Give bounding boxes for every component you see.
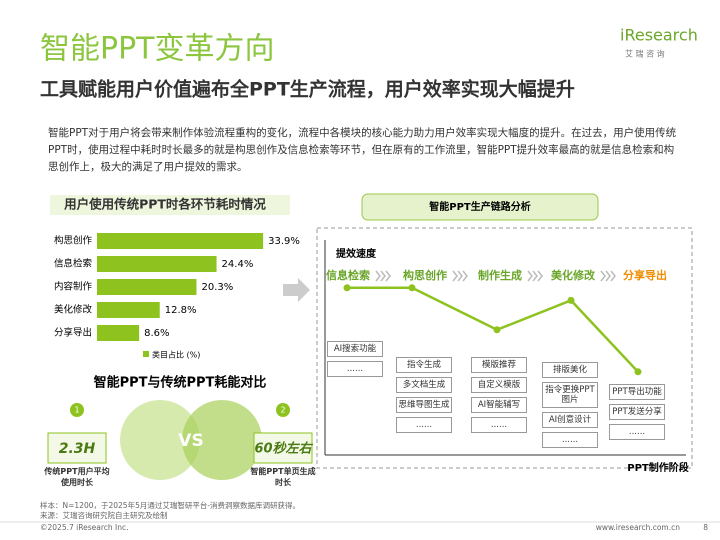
legend-swatch	[143, 351, 149, 357]
value: 60秒左右	[254, 441, 313, 457]
value-label: 12.8%	[165, 305, 197, 316]
arrow	[283, 278, 310, 302]
point	[634, 368, 642, 376]
x-label: PPT制作阶段	[627, 461, 688, 474]
bar	[97, 325, 140, 341]
note: 样本：N=1200，于2025年5月通过艾瑞智研平台-消费洞察数据库调研获得。	[40, 500, 300, 510]
legend-label: 类目占比 (%)	[152, 350, 200, 360]
line-title: 智能PPT生产链路分析	[429, 200, 530, 213]
chevron	[452, 270, 458, 282]
point	[408, 284, 416, 292]
bar	[97, 256, 217, 272]
line-title-box	[361, 193, 599, 221]
badge-text: 2	[280, 406, 285, 415]
tool: ......	[471, 417, 527, 434]
chevron	[537, 270, 543, 282]
value-label: 传统PPT用户平均使用时长	[44, 467, 110, 487]
intro: 智能PPT对于用户将会带来制作体验流程重构的变化，流程中各模块的核心能力助力用户…	[48, 127, 677, 173]
tool: 思维导图生成	[396, 397, 452, 414]
chevron	[385, 270, 391, 282]
url: www.iresearch.com.cn	[596, 523, 681, 532]
value-box	[47, 432, 107, 464]
copyright: ©2025.7 iResearch Inc.	[40, 523, 128, 532]
value: 2.3H	[59, 441, 96, 457]
comparison-title: 智能PPT与传统PPT耗能对比	[94, 375, 267, 391]
value-label: 33.9%	[268, 236, 300, 247]
tool: PPT发送分享	[609, 404, 665, 421]
tool: AI创意设计	[542, 412, 598, 429]
tool: 排版美化	[542, 362, 598, 379]
tool: 指令更换PPT图片	[542, 382, 598, 409]
tool: ......	[396, 417, 452, 434]
point	[343, 284, 351, 292]
value-label: 24.4%	[222, 259, 254, 270]
bar-title: 用户使用传统PPT时各环节耗时情况	[63, 197, 266, 212]
bar	[97, 302, 160, 318]
point	[567, 296, 575, 304]
chevron	[527, 270, 533, 282]
tool: AI搜索功能	[327, 341, 383, 358]
category-label: 内容制作	[54, 281, 93, 293]
page-number: 8	[703, 523, 708, 532]
logo-sub: 艾 瑞 咨 询	[625, 49, 665, 59]
stage-label: 构思创作	[403, 268, 447, 282]
chevron	[610, 270, 616, 282]
tool: 多文档生成	[396, 377, 452, 394]
chevron	[375, 270, 381, 282]
bar-title-band	[50, 195, 290, 215]
category-label: 信息检索	[54, 258, 92, 270]
page-title: 智能PPT变革方向	[40, 32, 275, 67]
tool: ......	[327, 361, 383, 378]
tool: 自定义模版	[471, 377, 527, 394]
value-label: 20.3%	[201, 282, 233, 293]
badge-text: 1	[74, 406, 79, 415]
tool: PPT导出功能	[609, 384, 665, 401]
chevron	[457, 270, 463, 282]
category-label: 美化修改	[54, 304, 93, 316]
point	[493, 326, 501, 334]
tool: 指令生成	[396, 357, 452, 374]
circle	[182, 400, 262, 480]
category-label: 分享导出	[54, 327, 92, 339]
value-label: 智能PPT单页生成时长	[250, 467, 316, 487]
chevron	[462, 270, 468, 282]
badge	[70, 403, 84, 417]
logo: iResearch	[620, 26, 698, 45]
bar	[97, 279, 197, 295]
tool: 模版推荐	[471, 357, 527, 374]
y-label: 提效速度	[336, 247, 377, 260]
badge	[276, 403, 290, 417]
subtitle: 工具赋能用户价值遍布全PPT生产流程，用户效率实现大幅提升	[40, 78, 575, 101]
chevron	[380, 270, 386, 282]
value-box	[253, 432, 313, 464]
stage-label: 制作生成	[478, 268, 522, 282]
stage-label: 分享导出	[623, 268, 667, 282]
panel-border	[316, 227, 693, 469]
chevron	[605, 270, 611, 282]
bar	[97, 233, 264, 249]
value-label: 8.6%	[144, 328, 169, 339]
chevron	[532, 270, 538, 282]
vs: VS	[178, 431, 203, 451]
category-label: 构思创作	[54, 235, 93, 247]
tool: AI智能辅写	[471, 397, 527, 414]
tool: ......	[609, 424, 665, 441]
tool: ......	[542, 432, 598, 449]
chevron	[600, 270, 606, 282]
note: 来源：艾瑞咨询研究院自主研究及绘制	[40, 510, 168, 520]
circle	[120, 400, 200, 480]
stage-label: 美化修改	[551, 268, 596, 282]
stage-label: 信息检索	[326, 268, 370, 282]
